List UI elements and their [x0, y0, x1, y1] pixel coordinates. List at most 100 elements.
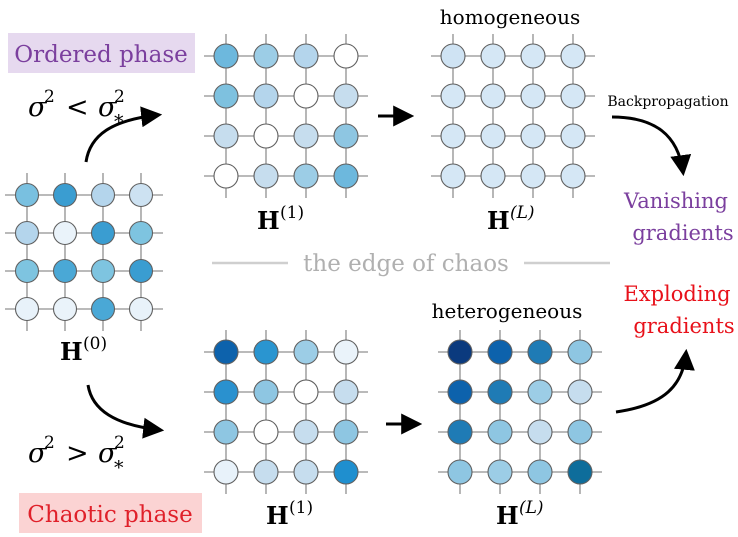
chaotic-condition-op: >: [66, 438, 89, 469]
grid-node: [567, 339, 593, 365]
grid-node: [213, 339, 239, 365]
arrow-to-ordered: [84, 106, 163, 163]
grid-node: [487, 339, 513, 365]
ordered-condition-exp: 2: [44, 87, 55, 107]
vanishing-gradients-line2: gradients: [632, 221, 733, 245]
ordered-phase-badge: [8, 33, 195, 73]
grid-node: [52, 258, 78, 284]
chaotic-condition-sigma: σ: [28, 438, 48, 469]
grid-node: [128, 296, 154, 322]
ordered-phase-label: Ordered phase: [14, 42, 188, 68]
grid-node: [293, 43, 319, 69]
label-h0-sup: (0): [83, 334, 107, 354]
ordered-condition-sigma: σ: [28, 92, 48, 123]
grid-node: [567, 379, 593, 405]
grid-node: [487, 419, 513, 445]
grid-node: [560, 83, 586, 109]
grid-hL-chaotic: [438, 330, 602, 494]
grid-node: [293, 459, 319, 485]
grid-node: [487, 459, 513, 485]
label-hL-bottom-symbol: H: [496, 501, 519, 530]
grid-node: [293, 379, 319, 405]
grid-node: [293, 419, 319, 445]
exploding-gradients-line2: gradients: [633, 314, 734, 338]
grid-node: [213, 83, 239, 109]
grid-node: [213, 123, 239, 149]
grid-node: [520, 123, 546, 149]
grid-node: [128, 258, 154, 284]
grid-node: [440, 83, 466, 109]
grid-node: [128, 220, 154, 246]
grid-node: [333, 379, 359, 405]
grid-node: [480, 43, 506, 69]
grid-node: [560, 123, 586, 149]
grid-node: [487, 379, 513, 405]
label-hL-top-sup: (L): [510, 203, 535, 223]
grid-node: [447, 339, 473, 365]
grid-node: [52, 220, 78, 246]
grid-node: [560, 163, 586, 189]
label-hL-bottom-sup: (L): [519, 498, 544, 518]
ordered-condition-op: <: [66, 92, 89, 123]
grid-node: [567, 419, 593, 445]
grid-node: [447, 419, 473, 445]
grid-node: [253, 163, 279, 189]
arrow-backprop-exploding: [615, 348, 695, 414]
grid-node: [213, 163, 239, 189]
ordered-condition: σ 2 < σ 2 *: [28, 87, 125, 133]
grid-node: [293, 123, 319, 149]
grid-node: [440, 43, 466, 69]
label-h1-bottom-sup: (1): [289, 498, 313, 518]
grid-node: [333, 163, 359, 189]
label-h1-top-sup: (1): [280, 203, 304, 223]
grid-node: [480, 123, 506, 149]
ordered-condition-exp-star: 2: [114, 87, 125, 107]
grid-node: [527, 459, 553, 485]
grid-node: [213, 379, 239, 405]
chaotic-phase-label: Chaotic phase: [27, 502, 192, 528]
grid-node: [90, 296, 116, 322]
grid-node: [567, 459, 593, 485]
grid-node: [480, 163, 506, 189]
grid-node: [520, 83, 546, 109]
backpropagation-label: Backpropagation: [607, 94, 728, 110]
grid-node: [128, 182, 154, 208]
grid-node: [293, 83, 319, 109]
grid-node: [253, 339, 279, 365]
grid-node: [293, 339, 319, 365]
grid-node: [440, 123, 466, 149]
grid-node: [213, 459, 239, 485]
chaotic-condition-exp-star: 2: [114, 433, 125, 453]
grid-node: [52, 296, 78, 322]
chaotic-condition-exp: 2: [44, 433, 55, 453]
grid-node: [333, 459, 359, 485]
grid-node: [213, 419, 239, 445]
label-hL-top-symbol: H: [487, 206, 510, 235]
grid-node: [560, 43, 586, 69]
grid-node: [440, 163, 466, 189]
grid-node: [480, 83, 506, 109]
ordered-condition-sigma-star: σ: [98, 92, 118, 123]
grid-node: [527, 379, 553, 405]
grid-node: [333, 123, 359, 149]
label-h0-symbol: H: [60, 337, 83, 366]
edge-of-chaos-label: the edge of chaos: [303, 251, 509, 277]
grid-node: [447, 459, 473, 485]
grid-node: [253, 43, 279, 69]
grid-h0: [5, 173, 163, 331]
grid-node: [14, 182, 40, 208]
grid-node: [90, 182, 116, 208]
grid-node: [333, 43, 359, 69]
grid-node: [520, 43, 546, 69]
arrow-to-chaotic: [86, 384, 165, 439]
grid-node: [253, 123, 279, 149]
grid-node: [333, 83, 359, 109]
arrow-backprop-vanishing: [611, 115, 692, 177]
grid-node: [333, 339, 359, 365]
chaotic-condition-sub-star: *: [114, 457, 124, 479]
chaotic-condition-sigma-star: σ: [98, 438, 118, 469]
grid-node: [14, 296, 40, 322]
grid-node: [527, 419, 553, 445]
grid-node: [90, 220, 116, 246]
